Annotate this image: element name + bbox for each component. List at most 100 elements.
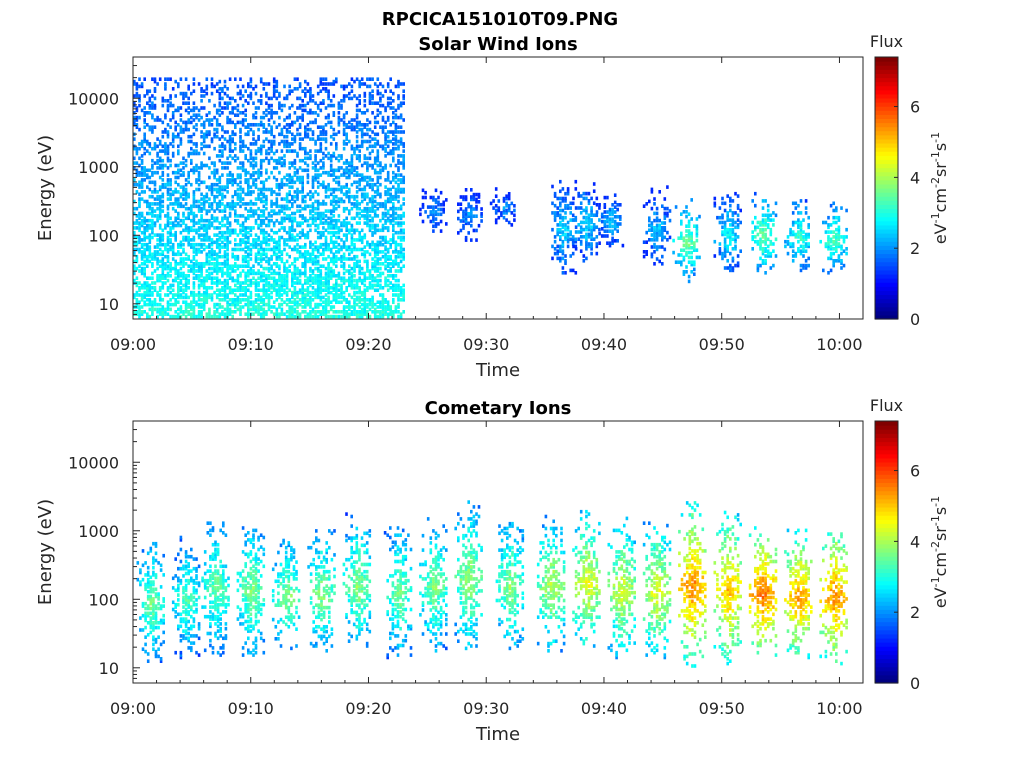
flux-cell — [228, 77, 232, 81]
flux-cell — [158, 175, 162, 180]
flux-cell — [327, 262, 330, 266]
flux-cell — [366, 264, 369, 268]
flux-cell — [158, 240, 162, 245]
flux-cell — [254, 283, 258, 288]
flux-cell — [192, 228, 196, 233]
flux-cell — [314, 154, 317, 158]
flux-cell — [314, 302, 317, 307]
flux-cell — [288, 144, 291, 149]
flux-cell — [151, 173, 154, 177]
flux-cell — [373, 156, 377, 161]
flux-cell — [146, 91, 149, 96]
flux-cell — [360, 111, 364, 115]
flux-cell — [564, 203, 567, 208]
flux-cell — [457, 209, 460, 214]
flux-cell — [135, 293, 139, 297]
flux-cell — [587, 213, 591, 217]
flux-cell — [293, 288, 297, 292]
flux-cell — [135, 115, 139, 120]
flux-cell — [379, 271, 382, 276]
flux-cell — [215, 307, 219, 312]
flux-cell — [319, 274, 323, 278]
flux-cell — [340, 254, 343, 259]
flux-cell — [239, 130, 242, 134]
flux-cell — [348, 228, 351, 233]
flux-cell — [345, 216, 348, 221]
flux-cell — [394, 305, 398, 309]
flux-cell — [138, 163, 141, 168]
flux-cell — [587, 218, 591, 222]
flux-cell — [371, 77, 374, 81]
flux-cell — [133, 259, 136, 264]
flux-cell — [184, 262, 188, 266]
flux-cell — [205, 84, 209, 89]
flux-cell — [244, 235, 247, 240]
flux-cell — [275, 290, 279, 295]
flux-cell — [319, 221, 323, 225]
flux-cell — [197, 221, 201, 225]
flux-cell — [228, 307, 232, 312]
flux-cell — [275, 271, 279, 276]
flux-cell — [184, 94, 188, 98]
flux-cell — [296, 190, 299, 194]
flux-cell — [399, 288, 403, 292]
flux-cell — [566, 187, 570, 191]
flux-cell — [306, 192, 310, 197]
flux-cell — [205, 209, 209, 213]
flux-cell — [231, 314, 234, 319]
flux-cell — [381, 118, 385, 122]
flux-cell — [133, 230, 136, 235]
flux-cell — [239, 127, 242, 132]
flux-cell — [184, 127, 188, 132]
flux-cell — [293, 271, 297, 276]
flux-cell — [270, 204, 273, 209]
flux-cell — [138, 77, 141, 81]
flux-cell — [368, 283, 372, 288]
flux-cell — [221, 240, 224, 245]
flux-cell — [202, 247, 206, 252]
flux-cell — [177, 300, 180, 304]
flux-cell — [505, 211, 508, 215]
flux-cell — [267, 298, 271, 302]
flux-cell — [247, 295, 250, 300]
flux-cell — [470, 223, 473, 228]
flux-cell — [257, 312, 260, 316]
flux-cell — [190, 290, 193, 295]
flux-cell — [298, 235, 302, 240]
flux-cell — [384, 247, 387, 252]
flux-cell — [327, 103, 330, 108]
flux-cell — [221, 274, 224, 278]
flux-cell — [241, 264, 245, 268]
flux-cell — [464, 235, 468, 240]
flux-cell — [316, 202, 320, 206]
flux-cell — [177, 151, 180, 156]
flux-cell — [363, 187, 367, 192]
flux-cell — [329, 307, 333, 312]
flux-cell — [218, 254, 222, 259]
flux-cell — [327, 94, 330, 98]
flux-cell — [241, 197, 245, 201]
flux-cell — [158, 214, 162, 218]
flux-cell — [234, 132, 237, 137]
flux-cell — [285, 139, 289, 144]
flux-cell — [257, 168, 260, 173]
flux-cell — [249, 252, 253, 257]
flux-cell — [345, 221, 348, 225]
flux-cell — [218, 123, 222, 127]
flux-cell — [319, 182, 323, 187]
flux-cell — [259, 314, 263, 319]
flux-cell — [283, 312, 286, 316]
flux-cell — [397, 115, 400, 120]
flux-cell — [394, 269, 398, 273]
flux-cell — [151, 130, 154, 134]
flux-cell — [353, 278, 356, 283]
flux-cell — [135, 94, 139, 98]
flux-cell — [587, 232, 591, 237]
flux-cell — [182, 218, 185, 223]
flux-cell — [275, 161, 279, 165]
flux-cell — [296, 170, 299, 175]
flux-cell — [221, 87, 224, 91]
flux-cell — [239, 223, 242, 228]
flux-cell — [345, 175, 348, 180]
flux-cell — [213, 226, 216, 230]
